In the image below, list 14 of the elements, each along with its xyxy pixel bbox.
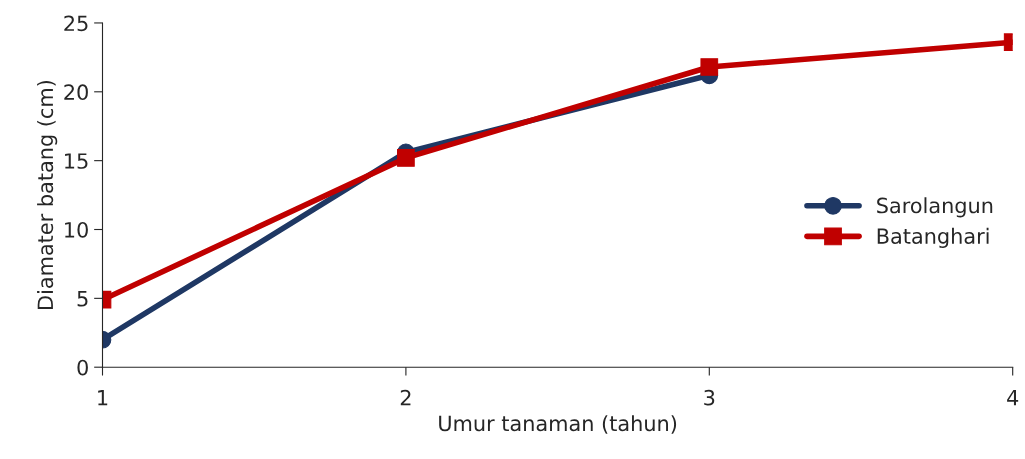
y-tick-label: 10 bbox=[65, 221, 88, 238]
y-tick-label: 5 bbox=[77, 291, 88, 307]
x-tick-label: 4 bbox=[1007, 390, 1019, 406]
y-tick-label: 20 bbox=[64, 84, 88, 101]
y-axis-title: Diamater batang (cm) bbox=[37, 80, 58, 309]
y-tick-label: 0 bbox=[77, 359, 88, 376]
legend-label: Batanghari bbox=[877, 227, 989, 248]
x-tick-label: 3 bbox=[704, 389, 715, 406]
y-tick-label: 15 bbox=[65, 153, 88, 169]
x-axis-title: Umur tanaman (tahun) bbox=[439, 415, 677, 434]
legend-label: Sarolangun bbox=[877, 197, 993, 218]
x-tick-label: 2 bbox=[400, 389, 411, 406]
x-tick-label: 1 bbox=[98, 390, 108, 406]
y-tick-label: 25 bbox=[64, 15, 88, 32]
